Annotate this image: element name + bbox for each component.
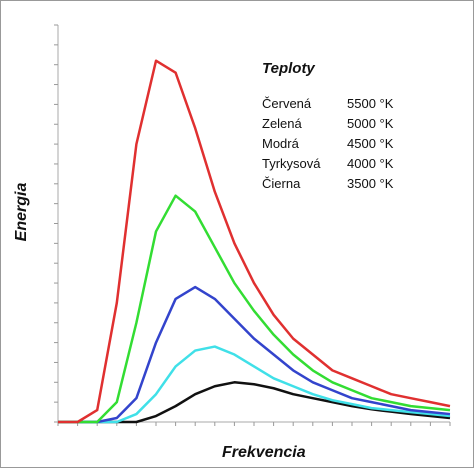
curve (58, 59, 451, 424)
curve (58, 381, 451, 424)
legend-name: Modrá (262, 136, 300, 151)
legend-name: Čierna (262, 176, 301, 191)
curve (58, 285, 451, 424)
legend-name: Tyrkysová (262, 156, 321, 171)
legend-name: Červená (262, 96, 312, 111)
legend-temperature: 4500 °K (347, 136, 394, 151)
legend-name: Zelená (262, 116, 303, 131)
x-axis-label: Frekvencia (222, 444, 306, 461)
legend-title: Teploty (262, 60, 315, 77)
legend-temperature: 5000 °K (347, 116, 394, 131)
legend-temperature: 5500 °K (347, 96, 394, 111)
curve (58, 345, 451, 424)
curve (58, 194, 451, 424)
legend-temperature: 3500 °K (347, 176, 394, 191)
y-axis-label: Energia (13, 183, 30, 242)
legend-temperature: 4000 °K (347, 156, 394, 171)
